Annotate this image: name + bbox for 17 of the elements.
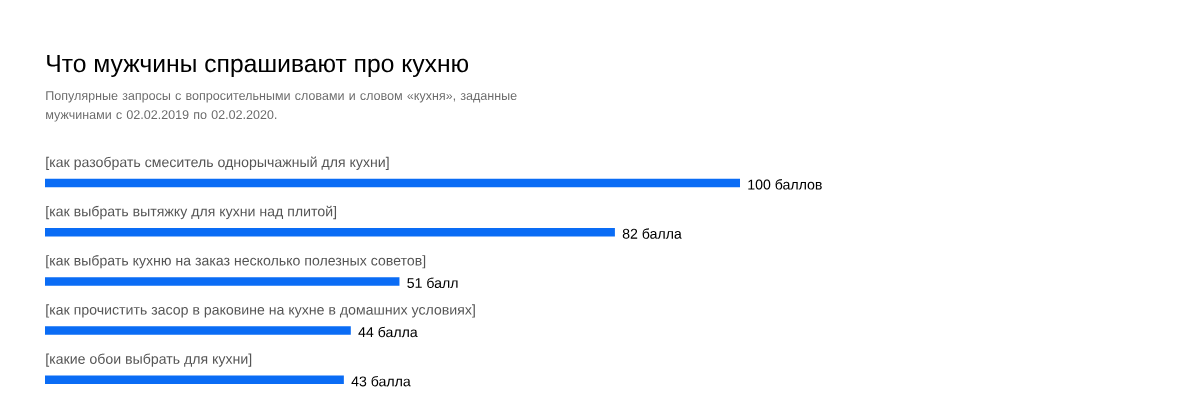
data-label: 82 балла bbox=[622, 228, 682, 239]
data-label: 43 балла bbox=[351, 375, 411, 387]
bar bbox=[45, 375, 344, 385]
data-label: 51 балл bbox=[407, 277, 458, 288]
data-label: 100 баллов bbox=[748, 179, 822, 190]
y-tick-label: [как выбрать вытяжку для кухни над плитой] bbox=[46, 205, 337, 220]
chart-title: Что мужчины спрашивают про кухню bbox=[47, 55, 469, 78]
y-tick-label: [как прочистить засор в раковине на кухне в домашних условиях] bbox=[46, 304, 475, 318]
y-tick-label: [как выбрать кухню на заказ несколько полезных советов] bbox=[46, 255, 426, 269]
y-tick-label: [какие обои выбрать для кухни] bbox=[46, 353, 252, 367]
bar bbox=[45, 277, 400, 286]
chart-subtitle: Популярные запросы с вопросительными словами и словом «кухня», заданные мужчинами с 02.02.2019 по 02.02.2020. bbox=[46, 91, 517, 122]
bar bbox=[45, 178, 741, 188]
data-label: 44 балла bbox=[358, 326, 418, 338]
bar bbox=[45, 227, 615, 237]
bar bbox=[45, 326, 351, 335]
y-tick-label: [как разобрать смеситель однорычажный для кухни] bbox=[46, 156, 389, 170]
